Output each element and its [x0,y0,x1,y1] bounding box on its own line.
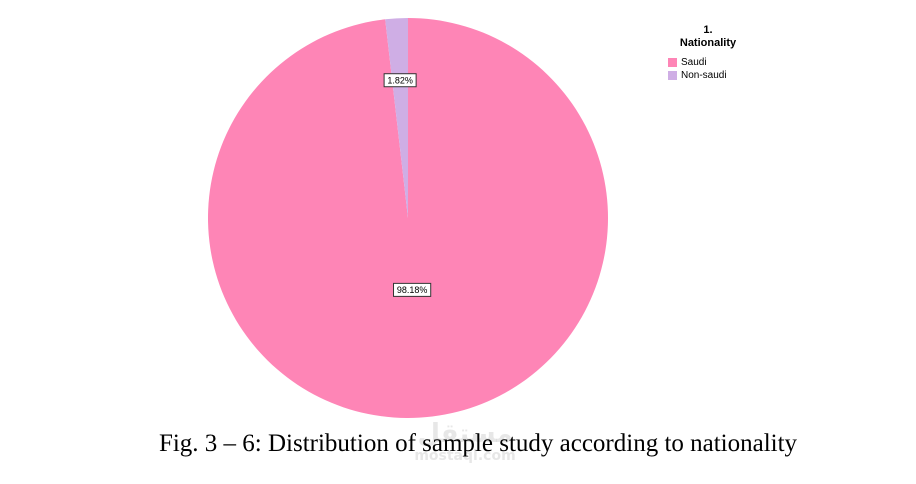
data-label-box-non-saudi [383,73,417,88]
chart-legend: 1. Nationality Saudi Non-saudi [668,24,748,81]
legend-title-line-1: 1. [703,24,713,36]
pie-slice-non-saudi [385,18,408,218]
legend-items: Saudi Non-saudi [668,56,748,81]
legend-swatch-non-saudi [668,70,677,80]
legend-label-non-saudi: Non-saudi [681,69,727,81]
pie-data-labels: 98.18% 1.82% [383,73,432,297]
pie-slices [208,18,609,419]
data-label-text-saudi: 98.18% [397,285,428,295]
legend-item-saudi: Saudi [668,56,748,68]
legend-swatch-saudi [668,57,677,67]
figure-caption-text: Fig. 3 – 6: Distribution of sample study… [158,430,798,457]
data-label-non-saudi: 1.82% [383,73,417,88]
data-label-saudi: 98.18% [393,282,432,297]
legend-label-saudi: Saudi [681,56,707,68]
pie-slice-saudi [208,18,609,419]
data-label-text-non-saudi: 1.82% [387,75,413,85]
legend-item-non-saudi: Non-saudi [668,69,748,81]
legend-title: 1. Nationality [668,24,748,50]
data-label-box-saudi [393,282,432,297]
legend-title-line-2: Nationality [679,37,737,49]
figure-caption: Fig. 3 – 6: Distribution of sample study… [0,430,916,458]
